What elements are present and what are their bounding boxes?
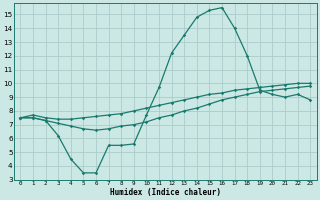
X-axis label: Humidex (Indice chaleur): Humidex (Indice chaleur) [110, 188, 221, 197]
